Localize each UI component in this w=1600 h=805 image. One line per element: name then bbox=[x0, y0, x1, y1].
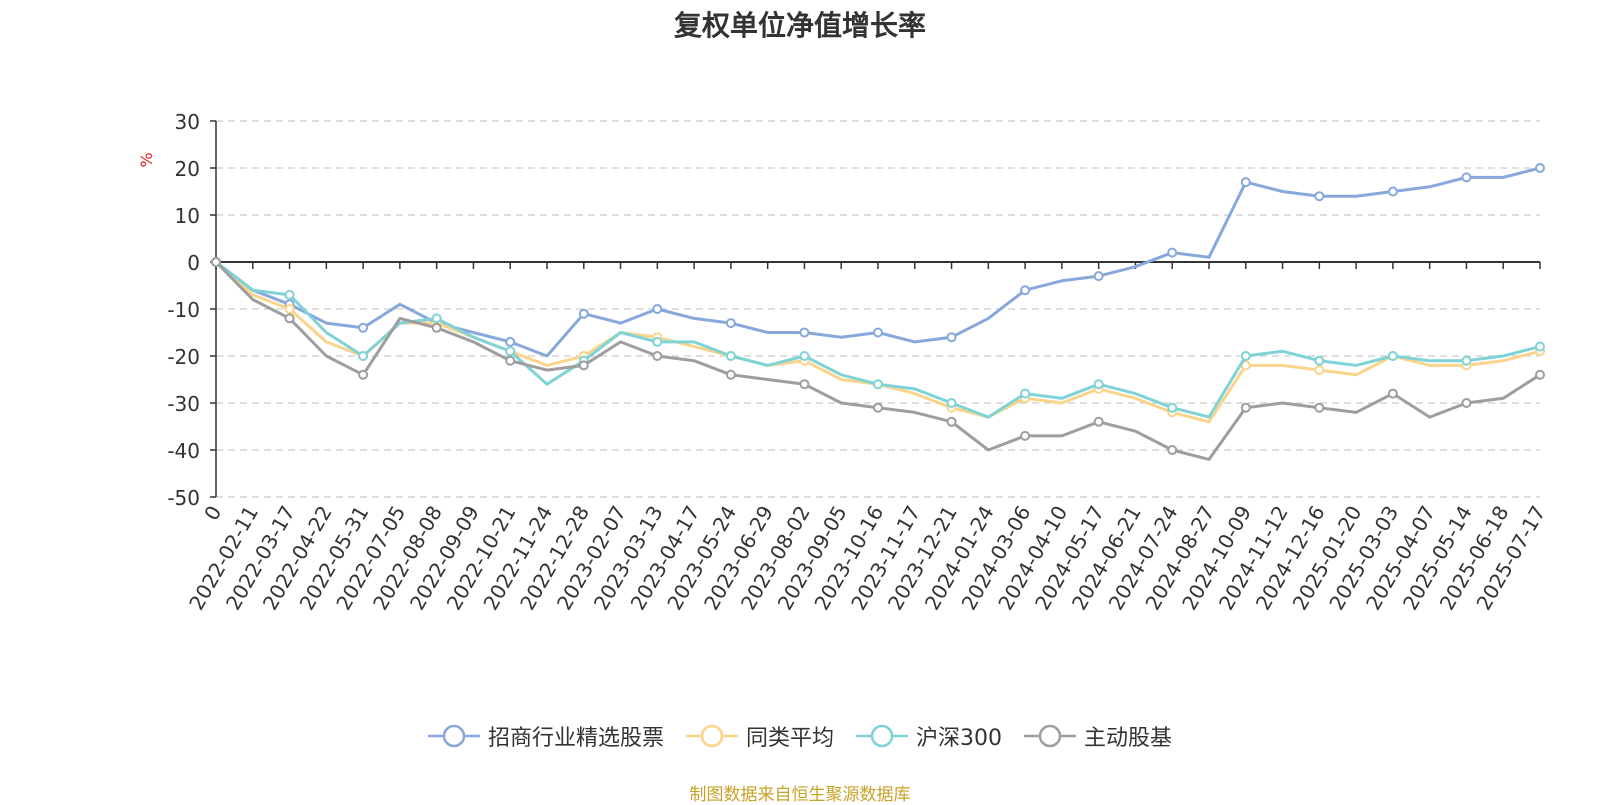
series-line bbox=[214, 260, 1541, 461]
data-point bbox=[1093, 271, 1104, 282]
series-group bbox=[211, 257, 1545, 424]
data-point bbox=[284, 304, 295, 314]
y-tick-label: -50 bbox=[167, 486, 200, 510]
data-point bbox=[431, 313, 442, 324]
y-tick-label: 10 bbox=[175, 204, 200, 228]
y-tick-label: -40 bbox=[167, 439, 200, 463]
data-point bbox=[1240, 402, 1251, 413]
data-point bbox=[1093, 416, 1104, 427]
axes: 3020100-10-20-30-40-5002022-02-112022-03… bbox=[167, 110, 1550, 614]
data-point bbox=[873, 402, 883, 413]
data-point bbox=[1535, 369, 1545, 380]
data-point bbox=[578, 308, 589, 319]
data-point bbox=[652, 336, 663, 347]
data-point bbox=[1535, 341, 1545, 352]
legend-label: 主动股基 bbox=[1084, 726, 1173, 751]
x-tick-label: 0 bbox=[199, 502, 226, 525]
legend-marker-icon bbox=[685, 724, 738, 748]
legend-marker-icon bbox=[427, 724, 480, 748]
data-point bbox=[1387, 388, 1398, 399]
y-tick-label: 20 bbox=[175, 157, 200, 181]
data-point bbox=[873, 379, 883, 390]
legend-label: 招商行业精选股票 bbox=[487, 726, 664, 751]
series-line bbox=[215, 260, 1541, 419]
data-point bbox=[358, 369, 369, 380]
legend-marker-icon bbox=[856, 724, 908, 748]
series-lines bbox=[211, 163, 1545, 461]
legend-item[interactable]: 招商行业精选股票 bbox=[427, 720, 664, 752]
data-point bbox=[1020, 285, 1031, 296]
y-tick-label: -30 bbox=[167, 392, 200, 416]
series-group bbox=[211, 257, 1545, 461]
data-point bbox=[1240, 177, 1251, 188]
y-tick-label: 30 bbox=[175, 110, 200, 134]
legend-marker-icon bbox=[1024, 724, 1076, 748]
data-point bbox=[1535, 163, 1545, 173]
data-point bbox=[725, 351, 736, 361]
data-point bbox=[505, 336, 516, 347]
series-group bbox=[211, 163, 1545, 358]
data-point bbox=[1461, 172, 1472, 183]
data-point bbox=[652, 351, 663, 361]
data-point bbox=[284, 313, 295, 324]
data-point bbox=[799, 351, 810, 361]
grid-lines bbox=[216, 120, 1540, 498]
data-point bbox=[505, 346, 516, 357]
data-point bbox=[211, 257, 221, 267]
data-point bbox=[946, 332, 957, 343]
series-line bbox=[215, 260, 1541, 424]
data-point bbox=[1314, 365, 1325, 376]
data-point bbox=[1020, 388, 1031, 399]
data-point bbox=[1167, 247, 1178, 258]
data-point bbox=[578, 360, 589, 371]
data-point bbox=[873, 327, 883, 338]
data-point bbox=[1020, 430, 1031, 441]
data-point bbox=[1314, 191, 1325, 202]
legend-label: 沪深300 bbox=[916, 726, 1002, 751]
data-point bbox=[799, 327, 810, 338]
data-point bbox=[946, 416, 957, 427]
data-point bbox=[725, 369, 736, 380]
data-point bbox=[1387, 186, 1398, 197]
series-group bbox=[211, 257, 1545, 419]
source-note: 制图数据来自恒生聚源数据库 bbox=[689, 785, 911, 805]
y-tick-label: -20 bbox=[167, 345, 200, 369]
y-tick-label: 0 bbox=[187, 251, 200, 275]
data-point bbox=[1093, 379, 1104, 390]
legend-item[interactable]: 沪深300 bbox=[856, 720, 1002, 752]
data-point bbox=[1167, 402, 1178, 413]
data-point bbox=[431, 322, 442, 333]
data-point bbox=[946, 398, 957, 408]
data-point bbox=[725, 318, 736, 329]
data-point bbox=[358, 322, 369, 333]
data-point bbox=[1461, 398, 1472, 408]
data-point bbox=[1240, 351, 1251, 361]
data-point bbox=[284, 289, 295, 300]
data-point bbox=[505, 355, 516, 366]
legend-label: 同类平均 bbox=[745, 726, 834, 751]
data-point bbox=[652, 304, 663, 314]
legend-item[interactable]: 主动股基 bbox=[1024, 720, 1172, 752]
data-point bbox=[1314, 402, 1325, 413]
data-point bbox=[1314, 355, 1325, 366]
chart-title: 复权单位净值增长率 bbox=[673, 9, 926, 42]
legend: 招商行业精选股票 同类平均 沪深300 主动股基 bbox=[0, 720, 1600, 752]
y-axis-label: % bbox=[137, 152, 156, 167]
legend-item[interactable]: 同类平均 bbox=[685, 720, 834, 752]
data-point bbox=[799, 379, 810, 390]
data-point bbox=[1167, 445, 1178, 455]
data-point bbox=[1387, 351, 1398, 361]
data-point bbox=[358, 351, 369, 361]
y-tick-label: -10 bbox=[167, 298, 200, 322]
data-point bbox=[1461, 355, 1472, 366]
